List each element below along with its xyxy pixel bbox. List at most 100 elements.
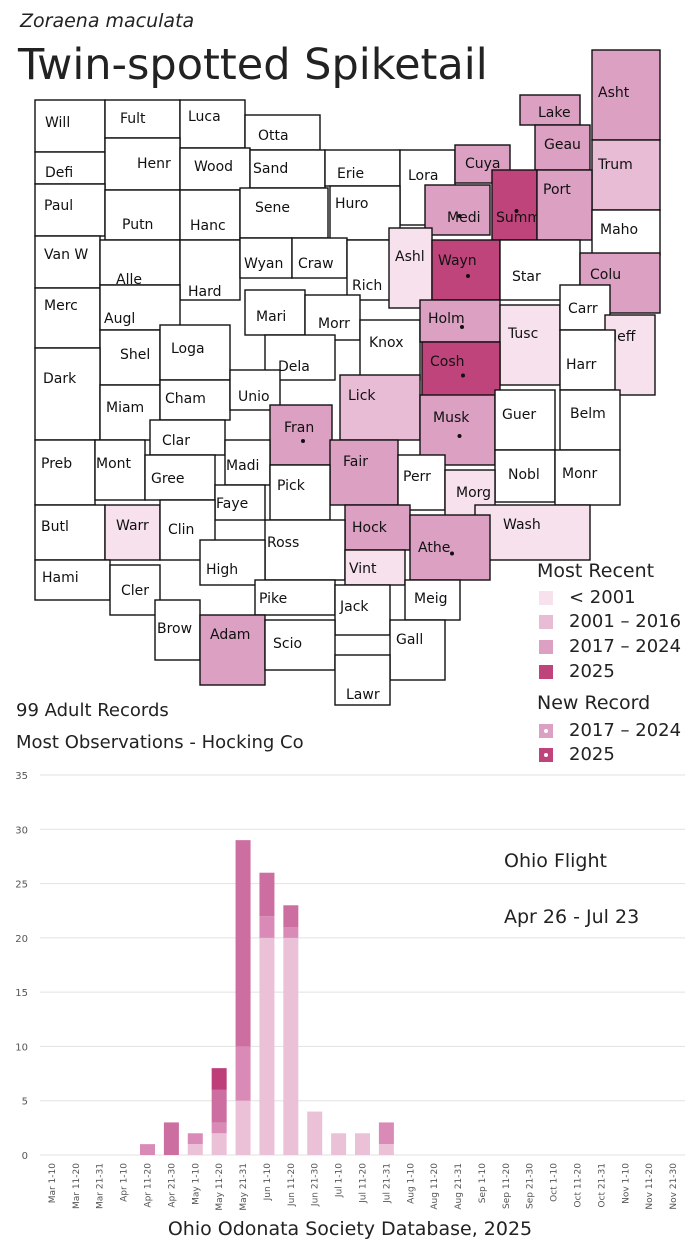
county-label: Pike	[259, 591, 287, 607]
county-label: Dela	[278, 359, 310, 375]
county-label: Gall	[396, 632, 423, 648]
county-shape	[269, 464, 331, 521]
ohio-county-map: Will Fult Luca Otta Defi Henr Wood Sand Erie Lora…	[34, 49, 661, 706]
x-tick-label: Oct 11-20	[574, 1163, 584, 1208]
county-shape	[34, 99, 106, 153]
county-erie: Erie	[324, 149, 401, 187]
x-tick-label: Apr 1-10	[120, 1163, 130, 1202]
county-shape	[559, 329, 616, 391]
county-jack: Jack	[334, 584, 391, 636]
county-will: Will	[34, 99, 106, 153]
bar-segment	[211, 1068, 227, 1090]
county-cuya: Cuya	[454, 144, 511, 184]
county-label: Colu	[590, 267, 621, 283]
county-label: Shel	[120, 347, 150, 363]
county-shape	[519, 94, 581, 126]
x-tick-label: Nov 1-10	[621, 1163, 631, 1204]
county-label: Brow	[157, 621, 192, 637]
county-sand: Sand	[249, 149, 326, 189]
new-record-marker	[460, 325, 464, 329]
county-shape	[179, 147, 251, 191]
county-label: Jack	[339, 599, 369, 615]
x-tick-label: Nov 11-20	[645, 1163, 655, 1210]
x-tick-label: Aug 1-10	[406, 1163, 416, 1204]
y-tick-label: 10	[15, 1042, 28, 1053]
county-knox: Knox	[359, 319, 421, 381]
bar-segment	[211, 1089, 227, 1123]
county-otta: Otta	[244, 114, 321, 151]
county-label: Cosh	[430, 354, 465, 370]
most-observations: Most Observations - Hocking Co	[16, 732, 304, 753]
county-shape	[499, 304, 561, 386]
new-record-marker	[514, 209, 519, 213]
new-record-marker	[450, 551, 454, 556]
chart-axes: 0 5 10 15 20 25 30 35 Mar 1-10 Mar 11-20 Mar 21-31…	[15, 771, 679, 1211]
y-tick-label: 5	[22, 1097, 28, 1108]
county-van-w: Van W	[34, 235, 101, 289]
county-label: Tusc	[507, 326, 538, 342]
county-shape	[199, 614, 266, 686]
county-label: Fult	[120, 111, 146, 127]
x-tick-label: Jul 11-20	[359, 1163, 369, 1204]
county-label: Hock	[352, 520, 388, 536]
county-label: Hanc	[190, 218, 226, 234]
legend-label: 2025	[569, 661, 615, 682]
y-tick-label: 30	[15, 825, 28, 836]
county-label: Wyan	[244, 256, 283, 272]
county-label: Clar	[162, 433, 190, 449]
x-tick-label: Oct 21-31	[597, 1163, 607, 1208]
county-trum: Trum	[591, 139, 661, 211]
county-label: Loga	[171, 341, 205, 357]
county-shape	[534, 124, 591, 171]
county-label: Medi	[447, 210, 480, 226]
county-label: Wash	[503, 517, 541, 533]
county-label: Lora	[408, 168, 438, 184]
county-label: Gree	[151, 471, 185, 487]
county-label: Port	[543, 182, 571, 198]
county-shape	[494, 389, 556, 451]
bar-segment	[331, 1133, 347, 1155]
legend-new-record-title: New Record	[537, 692, 651, 714]
bar-segment	[283, 927, 299, 938]
county-butl: Butl	[34, 504, 106, 561]
legend-label: 2001 – 2016	[569, 611, 682, 632]
county-ross: Ross	[264, 519, 346, 581]
y-tick-label: 0	[22, 1151, 28, 1162]
x-tick-label: Jun 1-10	[263, 1163, 273, 1202]
legend-swatch	[539, 723, 553, 738]
county-label: Paul	[44, 198, 73, 214]
county-label: Fair	[343, 454, 368, 470]
x-tick-label: Jul 1-10	[335, 1163, 345, 1198]
county-label: Athe	[418, 540, 450, 556]
county-musk: Musk	[419, 394, 496, 466]
county-merc: Merc	[34, 287, 101, 349]
county-harr: Harr	[559, 329, 616, 391]
legend-swatch	[539, 614, 553, 629]
county-cosh: Cosh	[421, 341, 501, 398]
county-layer: Will Fult Luca Otta Defi Henr Wood Sand Erie Lora…	[34, 49, 661, 706]
county-label: Star	[512, 269, 541, 285]
x-tick-label: Jun 11-20	[287, 1163, 297, 1207]
county-label: Faye	[216, 496, 248, 512]
legend-label: 2017 – 2024	[569, 720, 682, 741]
x-tick-label: Apr 21-30	[167, 1163, 177, 1208]
chart-bars	[140, 840, 394, 1155]
county-label: Harr	[566, 357, 597, 373]
county-alle: Alle	[99, 239, 181, 288]
bar-segment	[259, 872, 275, 917]
county-label: Putn	[122, 217, 153, 233]
county-label: Lawr	[346, 687, 380, 703]
county-hami: Hami	[34, 559, 111, 601]
county-label: Ross	[267, 535, 299, 551]
county-shape	[329, 439, 399, 506]
county-shape	[324, 149, 401, 187]
new-record-marker	[457, 214, 462, 218]
county-label: Guer	[502, 407, 536, 423]
county-shape	[339, 374, 421, 441]
county-vint: Vint	[344, 549, 406, 586]
county-tusc: Tusc	[499, 304, 561, 386]
x-tick-label: Sep 1-10	[478, 1163, 488, 1204]
county-shape	[254, 579, 336, 616]
county-label: Erie	[337, 166, 364, 182]
county-medi: Medi	[424, 184, 491, 236]
